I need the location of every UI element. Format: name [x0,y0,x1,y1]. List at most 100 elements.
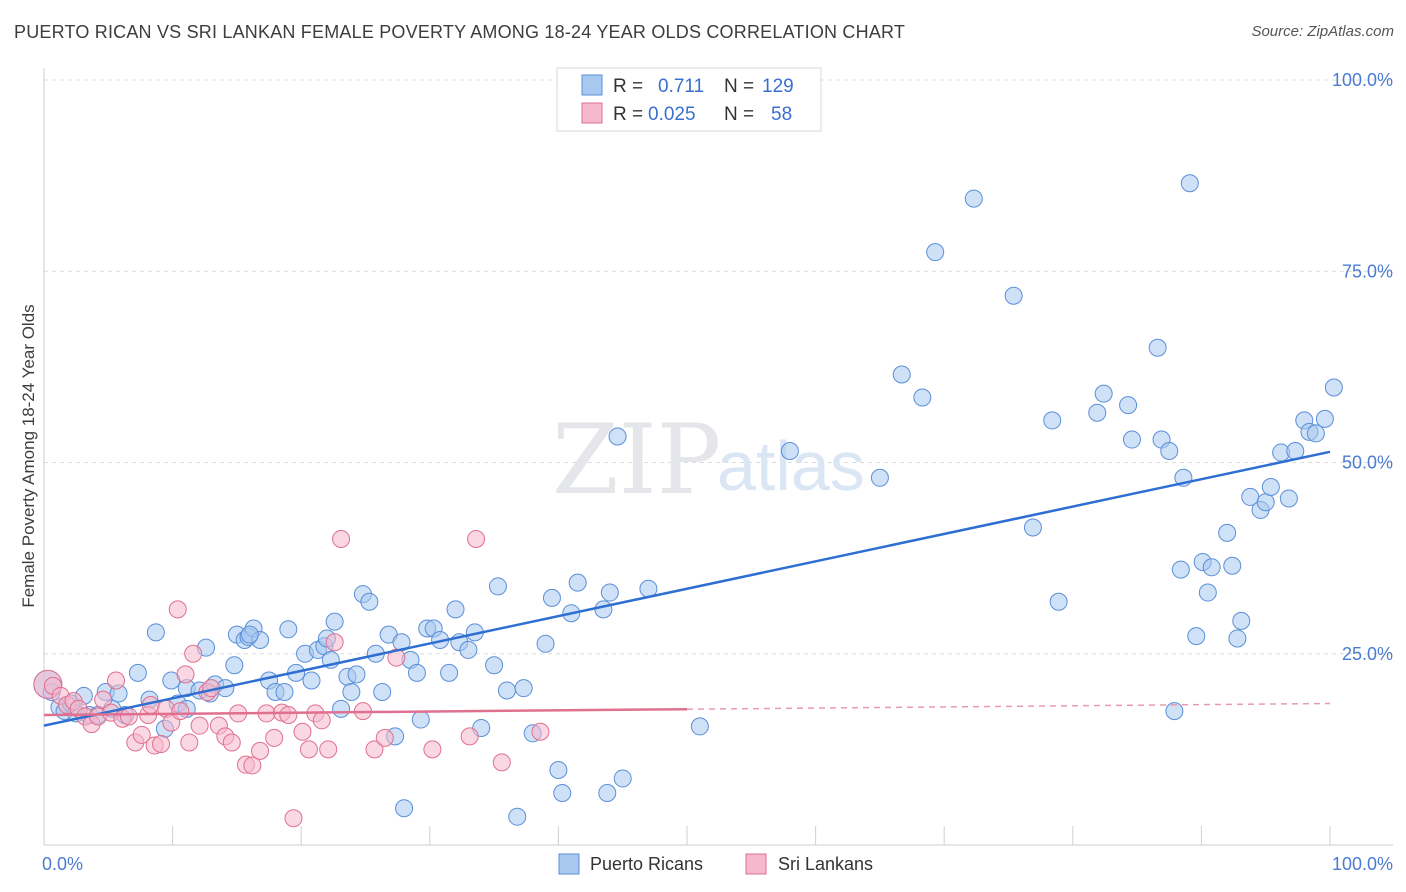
puerto-rican-point [913,388,932,407]
puerto-rican-point [1261,477,1280,496]
legend-n-value-0: 129 [762,76,794,97]
puerto-rican-point [1043,411,1062,430]
y-tick-label-75: 75.0% [1342,261,1393,281]
sri-lankan-point [171,702,190,721]
puerto-rican-point [542,588,561,607]
sri-lankan-point [265,728,284,747]
puerto-rican-point [275,683,294,701]
sri-lankan-point [132,725,151,744]
puerto-rican-point [240,625,259,644]
puerto-rican-point [1324,378,1343,397]
puerto-rican-point [440,663,459,682]
y-tick-label-100: 100.0% [1332,70,1393,90]
trend-line-puerto-ricans [43,450,1331,727]
legend-r-label-0: R = [613,76,643,97]
sri-lankan-point [190,716,209,735]
puerto-rican-point [1306,424,1325,443]
sri-lankan-point [251,741,270,760]
sri-lankan-point [365,740,384,759]
watermark-atlas: atlas [717,427,865,505]
trend-line-sri-lankans-extension [686,702,1331,710]
puerto-rican-point [1122,430,1141,449]
chart-title: PUERTO RICAN VS SRI LANKAN FEMALE POVERT… [14,22,906,42]
sri-lankan-point [387,648,406,667]
legend-n-value-1: 58 [771,104,792,125]
puerto-rican-point [1232,611,1251,630]
puerto-rican-point [1223,556,1242,575]
sri-lankan-point [107,671,126,690]
puerto-rican-point [613,769,632,788]
puerto-rican-point [332,699,351,718]
bottom-legend-label-sri-lankans: Sri Lankans [778,854,873,874]
puerto-rican-point [1004,286,1023,305]
puerto-rican-point [1165,702,1184,721]
sri-lankan-point [375,728,394,747]
y-tick-label-50: 50.0% [1342,453,1393,473]
puerto-rican-point [549,761,568,780]
puerto-rican-point [964,189,983,208]
puerto-rican-point [690,717,709,736]
puerto-rican-point [1171,560,1190,579]
puerto-rican-point [347,665,366,684]
watermark-zip: ZIP [552,404,721,516]
puerto-rican-point [553,783,572,802]
puerto-rican-point [1315,409,1334,428]
x-tick-label-right: 100.0% [1332,854,1393,874]
puerto-rican-point [407,663,426,682]
puerto-rican-point [1198,583,1217,602]
puerto-rican-point [1218,523,1237,542]
legend-swatch-puerto-ricans [581,74,603,96]
legend-r-value-1: 0.025 [648,104,696,125]
puerto-rican-point [1228,629,1247,648]
puerto-rican-point [1094,384,1113,403]
puerto-rican-point [870,468,889,487]
puerto-rican-point [128,663,147,682]
puerto-rican-point [1160,442,1179,461]
sri-lankan-point [152,735,171,754]
sri-lankan-point [319,740,338,759]
puerto-rican-point [395,799,414,818]
sri-lankan-point [184,644,203,663]
sri-lankan-point [492,753,511,772]
sri-lankan-point [312,711,331,730]
puerto-rican-point [411,710,430,729]
trend-line-sri-lankans [43,707,688,717]
puerto-rican-point [780,442,799,461]
sri-lankan-point [531,722,550,741]
y-axis-label: Female Poverty Among 18-24 Year Olds [19,304,38,607]
puerto-rican-point [1180,174,1199,193]
legend-n-label-1: N = [724,104,754,125]
puerto-rican-point [568,573,587,592]
puerto-rican-point [488,577,507,596]
puerto-rican-point [1187,627,1206,646]
puerto-rican-point [600,583,619,602]
puerto-rican-point [225,656,244,675]
sri-lankan-point [180,733,199,752]
x-tick-label-left: 0.0% [42,854,83,874]
puerto-rican-point [373,683,392,701]
puerto-rican-point [1049,592,1068,611]
puerto-rican-point [926,243,945,262]
source-label: Source: ZipAtlas.com [1251,23,1394,40]
sri-lankan-point [423,740,442,759]
bottom-legend: Puerto Ricans Sri Lankans [558,853,873,875]
puerto-rican-point [508,807,527,826]
sri-lankan-point [325,633,344,652]
puerto-rican-point [485,656,504,675]
sri-lankan-point [168,600,187,619]
puerto-rican-point [1279,489,1298,508]
sri-lankan-point [293,722,312,741]
puerto-rican-point [1088,403,1107,422]
sri-lankan-point [279,705,298,724]
sri-lankan-point [243,756,262,775]
x-ticks [43,826,1331,845]
legend-r-value-0: 0.711 [658,76,704,97]
sri-lankan-point [119,707,138,726]
sri-lankan-point [467,530,486,548]
trend-lines [43,450,1331,727]
puerto-rican-point [598,783,617,802]
puerto-rican-point [342,683,361,701]
sri-lankan-point [284,809,303,828]
puerto-rican-point [302,671,321,690]
